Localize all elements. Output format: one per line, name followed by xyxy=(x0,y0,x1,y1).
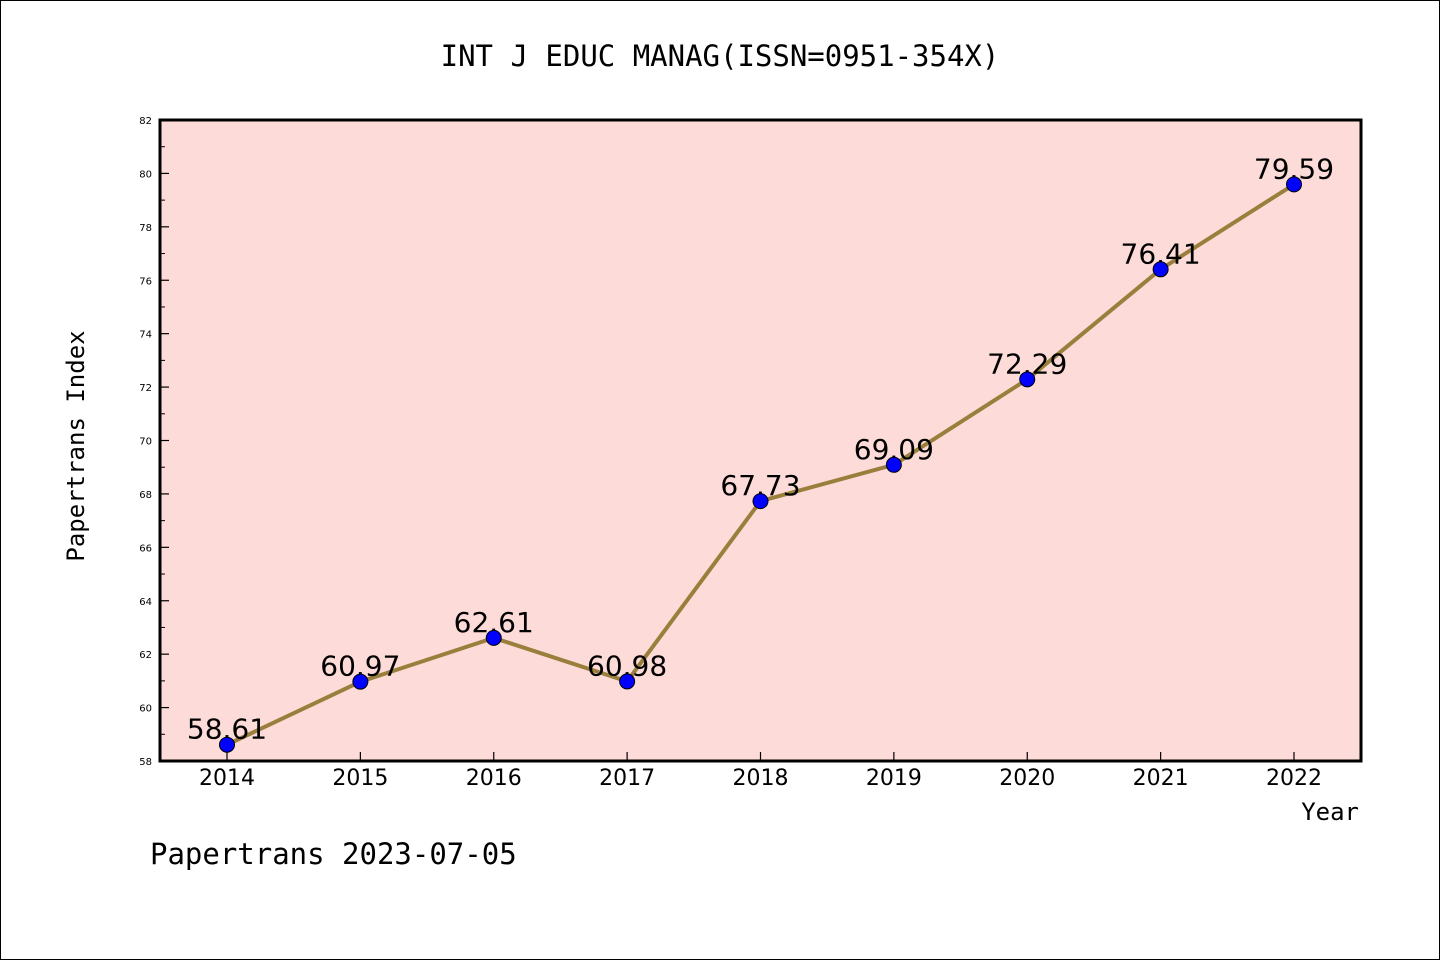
x-tick-label: 2021 xyxy=(1133,766,1189,791)
y-tick-label: 82 xyxy=(139,116,152,127)
y-tick-label: 78 xyxy=(139,223,152,234)
chart-title: INT J EDUC MANAG(ISSN=0951-354X) xyxy=(441,39,1000,73)
y-tick-label: 76 xyxy=(139,276,152,287)
x-tick-label: 2018 xyxy=(733,766,789,791)
x-tick-label: 2016 xyxy=(466,766,522,791)
footer-text: Papertrans 2023-07-05 xyxy=(150,837,517,871)
data-point xyxy=(885,456,902,473)
x-tick-label: 2022 xyxy=(1266,766,1322,791)
y-tick-label: 80 xyxy=(139,169,152,180)
data-point xyxy=(752,493,769,510)
y-tick-label: 60 xyxy=(139,704,152,715)
x-tick-label: 2014 xyxy=(199,766,255,791)
y-tick-label: 64 xyxy=(139,597,152,608)
x-axis-ticks: 2014 2015 2016 2017 2018 2019 2020 2021 2022 xyxy=(199,752,1322,791)
y-tick-label: 58 xyxy=(139,757,152,768)
plot-border xyxy=(158,118,1363,763)
data-point xyxy=(485,629,502,646)
data-point xyxy=(1286,176,1302,193)
y-tick-label: 72 xyxy=(139,383,152,394)
series-layer: 58.6160.9762.6160.9867.7369.0972.2976.41… xyxy=(187,152,1334,753)
x-tick-label: 2019 xyxy=(866,766,922,791)
y-tick-label: 74 xyxy=(139,330,152,341)
data-point xyxy=(1019,371,1036,388)
x-tick-label: 2020 xyxy=(999,766,1055,791)
x-tick-label: 2015 xyxy=(332,766,388,791)
plot-area xyxy=(160,120,1361,761)
data-point xyxy=(352,673,369,690)
data-point xyxy=(219,736,235,753)
x-axis-label: Year xyxy=(1301,798,1359,826)
y-tick-label: 68 xyxy=(139,490,152,501)
y-axis-label: Papertrans Index xyxy=(62,330,90,561)
x-tick-label: 2017 xyxy=(599,766,655,791)
y-tick-label: 66 xyxy=(139,543,152,554)
data-point xyxy=(619,673,636,690)
data-point xyxy=(1152,261,1169,278)
y-tick-label: 62 xyxy=(139,650,152,661)
y-tick-label: 70 xyxy=(139,437,152,448)
